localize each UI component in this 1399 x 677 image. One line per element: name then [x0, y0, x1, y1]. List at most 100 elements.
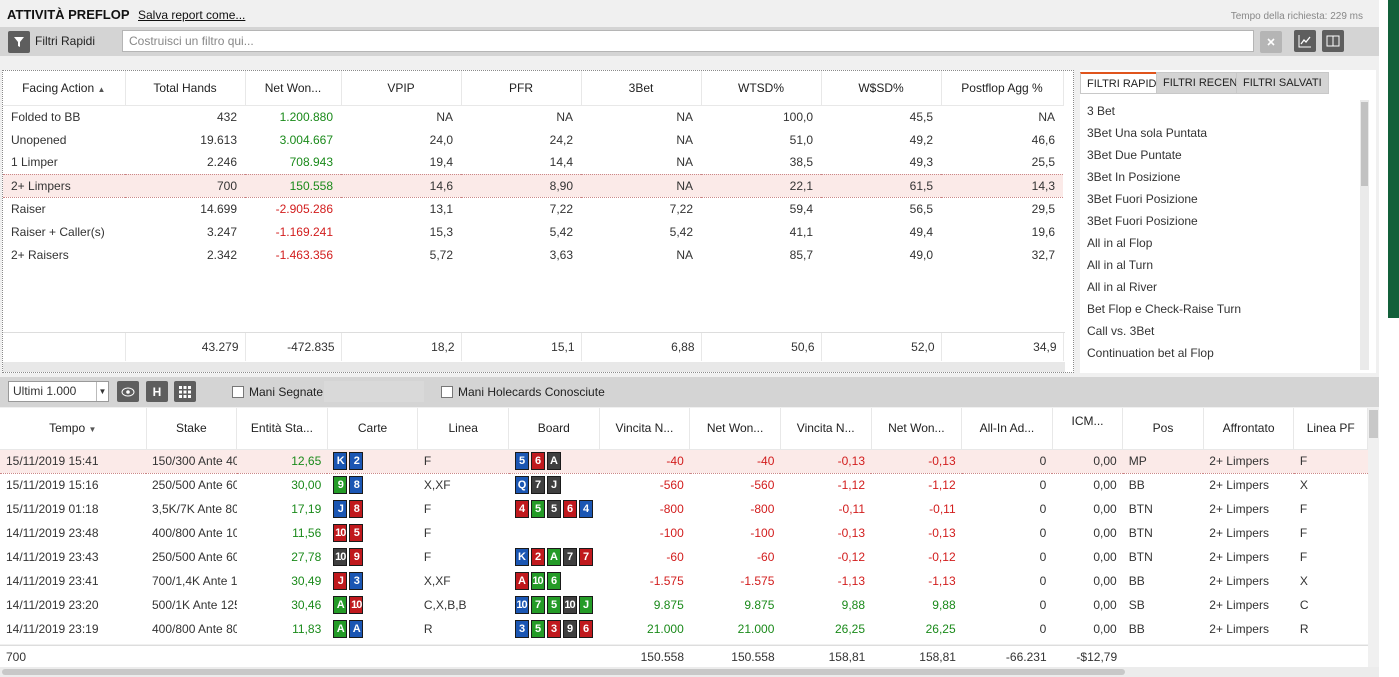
hand-stake: 400/800 Ante 80 — [152, 622, 237, 636]
col-win-2[interactable]: Vincita N... — [780, 408, 872, 450]
filter-list-scroll-thumb[interactable] — [1361, 102, 1368, 186]
hand-icm: 0,00 — [1052, 448, 1123, 474]
col-net-won-2[interactable]: Net Won... — [871, 408, 963, 450]
hand-row[interactable]: 15/11/2019 15:16 250/500 Ante 60 30,00 9 8 X,… — [0, 473, 1368, 497]
save-report-link[interactable]: Salva report come... — [138, 8, 246, 22]
filter-item[interactable]: 3Bet Una sola Puntata — [1087, 126, 1208, 140]
hand-pos: BTN — [1128, 550, 1153, 564]
hand-row[interactable]: 14/11/2019 23:20 500/1K Ante 125 30,46 A 10 C… — [0, 593, 1368, 617]
stats-row[interactable]: Raiser + Caller(s) 3.247 -1.169.241 15,3 5,4… — [3, 220, 1063, 243]
playing-card: J — [546, 476, 561, 495]
stats-row[interactable]: 2+ Raisers 2.342 -1.463.356 5,72 3,63 NA 85,7 4… — [3, 243, 1063, 266]
hand-line: R — [423, 622, 433, 636]
stats-row[interactable]: Folded to BB 432 1.200.880 NA NA NA 100,0 45,5 N… — [3, 105, 1063, 128]
filter-item[interactable]: Bet Flop e Check-Raise Turn — [1087, 302, 1242, 316]
filter-item[interactable]: 3Bet Fuori Posizione — [1087, 192, 1198, 206]
col-pos[interactable]: Pos — [1122, 408, 1204, 450]
filter-item[interactable]: 3 Bet — [1087, 104, 1116, 118]
stats-row[interactable]: Raiser 14.699 -2.905.286 13,1 7,22 7,22 59,4 56… — [3, 197, 1063, 220]
filter-item[interactable]: 3Bet Due Puntate — [1087, 148, 1182, 162]
col-cards[interactable]: Carte — [327, 408, 419, 450]
playing-card: 9 — [562, 620, 577, 638]
stats-cell-hands: 3.247 — [206, 224, 237, 239]
board-cards: A 10 6 — [509, 569, 600, 593]
hand-row[interactable]: 14/11/2019 23:19 400/800 Ante 80 11,83 A A R 3… — [0, 617, 1368, 641]
col-allin-adj[interactable]: All-In Ad... — [961, 408, 1053, 450]
filter-item[interactable]: All in al Flop — [1087, 236, 1153, 250]
marked-hands-checkbox[interactable] — [232, 386, 244, 398]
marked-hands-field[interactable] — [324, 381, 424, 402]
hand-win-1: -1.575 — [649, 574, 684, 588]
funnel-icon — [14, 37, 24, 47]
known-holecards-checkbox[interactable] — [441, 386, 453, 398]
stats-row[interactable]: 2+ Limpers 700 150.558 14,6 8,90 NA 22,1 61,5 14… — [3, 173, 1063, 198]
hand-row[interactable]: 14/11/2019 23:43 250/500 Ante 60 27,78 10 9 F… — [0, 545, 1368, 569]
filter-item[interactable]: All in al River — [1087, 280, 1158, 294]
filter-input[interactable] — [122, 30, 1254, 52]
filter-item[interactable]: 3Bet Fuori Posizione — [1087, 214, 1198, 228]
col-line-pf[interactable]: Linea PF — [1293, 408, 1368, 450]
col-wtsd[interactable]: WTSD% — [701, 71, 822, 106]
hand-row[interactable]: 15/11/2019 15:41 150/300 Ante 40 12,65 K 2 F 5… — [0, 448, 1368, 474]
hand-faced: 2+ Limpers — [1209, 574, 1269, 588]
hands-vertical-scrollbar[interactable] — [1368, 408, 1379, 644]
board-cards — [509, 521, 600, 545]
col-win-1[interactable]: Vincita N... — [599, 408, 691, 450]
grid-icon — [179, 385, 191, 398]
col-net-won[interactable]: Net Won... — [245, 71, 342, 106]
filter-item[interactable]: Continuation bet al Flop — [1087, 346, 1214, 360]
horizontal-scrollbar[interactable] — [3, 362, 1065, 372]
stats-cell-wsd: 49,2 — [909, 132, 933, 147]
col-stake-size[interactable]: Entità Sta... — [236, 408, 328, 450]
col-wsd[interactable]: W$SD% — [821, 71, 942, 106]
col-stake[interactable]: Stake — [146, 408, 238, 450]
col-facing-action[interactable]: Facing Action ▲ — [3, 71, 126, 106]
stats-cell-action: Folded to BB — [11, 109, 81, 124]
filter-item[interactable]: All in al Turn — [1087, 258, 1154, 272]
hand-row[interactable]: 14/11/2019 23:41 700/1,4K Ante 1' 30,49 J 3 X… — [0, 569, 1368, 593]
chevron-down-icon: ▼ — [96, 382, 108, 401]
stats-cell-net: -1.463.356 — [275, 247, 333, 262]
col-3bet[interactable]: 3Bet — [581, 71, 702, 106]
hand-net-won-1: -40 — [689, 448, 781, 474]
stats-cell-threebet: NA — [676, 132, 693, 147]
col-faced[interactable]: Affrontato — [1203, 408, 1295, 450]
stats-cell-pfr: 5,42 — [549, 224, 573, 239]
view-button[interactable] — [117, 381, 139, 402]
clear-filter-button[interactable] — [1260, 31, 1282, 53]
split-view-button[interactable] — [1322, 30, 1344, 52]
filter-list-scrollbar[interactable] — [1360, 100, 1369, 370]
chart-button[interactable] — [1294, 30, 1316, 52]
hand-row[interactable]: 15/11/2019 01:18 3,5K/7K Ante 80 17,19 J 8 F 4… — [0, 497, 1368, 521]
hand-row[interactable]: 14/11/2019 23:48 400/800 Ante 10 11,56 10 5 F… — [0, 521, 1368, 545]
col-total-hands[interactable]: Total Hands — [125, 71, 246, 106]
filter-item[interactable]: 3Bet In Posizione — [1087, 170, 1181, 184]
filter-item[interactable]: Call vs. 3Bet — [1087, 324, 1155, 338]
col-line[interactable]: Linea — [417, 408, 509, 450]
stats-cell-threebet: NA — [676, 109, 693, 124]
hands-horizontal-scroll-thumb[interactable] — [2, 669, 1125, 675]
col-postflop-agg[interactable]: Postflop Agg % — [941, 71, 1064, 106]
quick-filters-button[interactable] — [8, 31, 30, 53]
col-net-won-1[interactable]: Net Won... — [689, 408, 781, 450]
hand-win-2: -1,13 — [837, 574, 865, 588]
col-time[interactable]: Tempo ▼ — [0, 408, 147, 450]
hands-vertical-scroll-thumb[interactable] — [1369, 410, 1378, 438]
range-select[interactable]: Ultimi 1.000 ▼ — [8, 381, 109, 402]
col-vpip[interactable]: VPIP — [341, 71, 462, 106]
col-pfr[interactable]: PFR — [461, 71, 582, 106]
grid-button[interactable] — [174, 381, 196, 402]
playing-card: A — [333, 596, 348, 614]
tab-saved-filters[interactable]: FILTRI SALVATI — [1236, 72, 1329, 94]
playing-card: J — [333, 572, 348, 590]
tab-quick-filters[interactable]: FILTRI RAPIDI — [1080, 72, 1167, 94]
col-icm[interactable]: ICM... — [1052, 408, 1124, 450]
hand-replayer-button[interactable]: H — [146, 381, 168, 402]
hole-cards: 10 5 — [327, 521, 418, 545]
stats-row[interactable]: Unopened 19.613 3.004.667 24,0 24,2 NA 51,0 49,… — [3, 128, 1063, 151]
stats-row[interactable]: 1 Limper 2.246 708.943 19,4 14,4 NA 38,5 49,3 25… — [3, 151, 1063, 174]
col-board[interactable]: Board — [508, 408, 600, 450]
